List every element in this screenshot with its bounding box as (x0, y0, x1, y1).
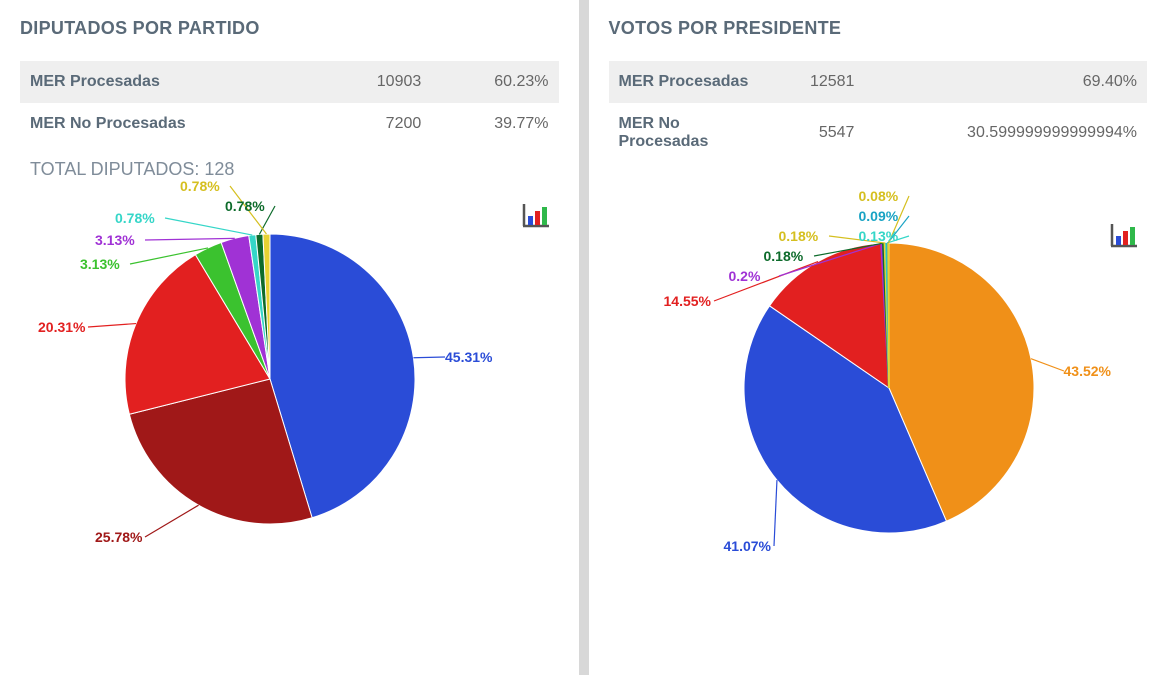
slice-label: 0.18% (779, 228, 819, 244)
pie-chart-presidente: 43.52%41.07%14.55%0.2%0.18%0.18%0.13%0.0… (609, 193, 1148, 553)
slice-label: 0.78% (180, 178, 220, 194)
pie-slice[interactable] (888, 243, 889, 388)
panel-divider (579, 0, 589, 675)
mer-noprocesadas-label: MER No Procesadas (609, 103, 769, 163)
total-diputados-label: TOTAL DIPUTADOS: 128 (30, 159, 555, 180)
pie-chart-diputados: 45.31%25.78%20.31%3.13%3.13%0.78%0.78%0.… (20, 184, 559, 544)
slice-label: 0.78% (225, 198, 265, 214)
slice-label: 3.13% (95, 232, 135, 248)
panel-title: DIPUTADOS POR PARTIDO (20, 18, 559, 39)
mer-procesadas-pct: 60.23% (431, 61, 558, 103)
slice-label: 3.13% (80, 256, 120, 272)
leader-line (88, 324, 136, 327)
mer-table: MER Procesadas 12581 69.40% MER No Proce… (609, 61, 1148, 163)
table-row: MER No Procesadas 7200 39.77% (20, 103, 559, 145)
slice-label: 20.31% (38, 319, 85, 335)
table-row: MER Procesadas 12581 69.40% (609, 61, 1148, 103)
mer-noprocesadas-count: 7200 (321, 103, 431, 145)
slice-label: 0.09% (859, 208, 899, 224)
leader-line (145, 505, 199, 537)
leader-line (774, 480, 777, 546)
panel-presidente: VOTOS POR PRESIDENTE MER Procesadas 1258… (589, 0, 1167, 675)
mer-noprocesadas-label: MER No Procesadas (20, 103, 321, 145)
mer-noprocesadas-pct: 39.77% (431, 103, 558, 145)
mer-procesadas-count: 12581 (769, 61, 865, 103)
panel-title: VOTOS POR PRESIDENTE (609, 18, 1148, 39)
table-row: MER No Procesadas 5547 30.59999999999999… (609, 103, 1148, 163)
slice-label: 0.2% (729, 268, 761, 284)
slice-label: 0.08% (859, 188, 899, 204)
leader-line (413, 357, 445, 358)
mer-table: MER Procesadas 10903 60.23% MER No Proce… (20, 61, 559, 145)
panel-diputados: DIPUTADOS POR PARTIDO MER Procesadas 109… (0, 0, 579, 675)
mer-procesadas-label: MER Procesadas (20, 61, 321, 103)
slice-label: 45.31% (445, 349, 492, 365)
leader-line (145, 238, 235, 240)
slice-label: 0.13% (859, 228, 899, 244)
mer-procesadas-label: MER Procesadas (609, 61, 769, 103)
mer-procesadas-pct: 69.40% (864, 61, 1147, 103)
mer-procesadas-count: 10903 (321, 61, 431, 103)
mer-noprocesadas-pct: 30.599999999999994% (864, 103, 1147, 163)
slice-label: 41.07% (724, 538, 771, 554)
slice-label: 43.52% (1064, 363, 1111, 379)
mer-noprocesadas-count: 5547 (769, 103, 865, 163)
leader-line (1031, 359, 1064, 371)
slice-label: 25.78% (95, 529, 142, 545)
table-row: MER Procesadas 10903 60.23% (20, 61, 559, 103)
slice-label: 0.18% (764, 248, 804, 264)
leader-line (165, 218, 252, 235)
slice-label: 0.78% (115, 210, 155, 226)
slice-label: 14.55% (664, 293, 711, 309)
